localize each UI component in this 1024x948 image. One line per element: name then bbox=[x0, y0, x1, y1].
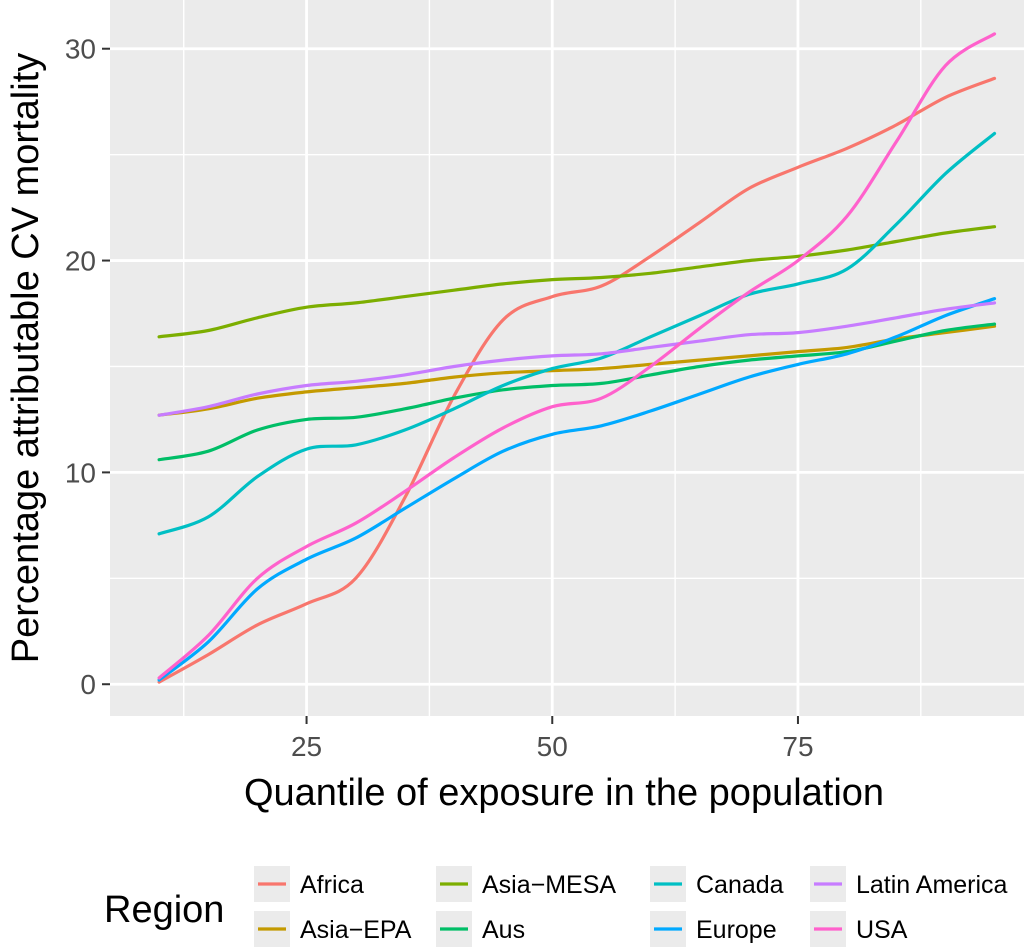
series-line-africa bbox=[157, 76, 997, 684]
legend-label-asia-epa: Asia−EPA bbox=[300, 916, 412, 944]
x-tick-label: 25 bbox=[291, 731, 322, 762]
x-tick-label: 50 bbox=[537, 731, 568, 762]
axis-ticks: 25 50 75 0 10 20 30 bbox=[65, 34, 814, 762]
legend-label-aus: Aus bbox=[482, 916, 525, 944]
y-tick-label: 0 bbox=[80, 669, 96, 700]
x-axis-title: Quantile of exposure in the population bbox=[244, 772, 884, 814]
legend-title: Region bbox=[104, 889, 224, 931]
legend: Region Africa Asia−EPA Asia−MESA Aus Canada E… bbox=[104, 866, 1008, 947]
legend-label-europe: Europe bbox=[696, 916, 777, 944]
legend-label-usa: USA bbox=[856, 916, 908, 944]
series-line-canada bbox=[157, 131, 997, 536]
legend-label-asia-mesa: Asia−MESA bbox=[482, 871, 616, 899]
legend-label-canada: Canada bbox=[696, 871, 784, 899]
series-line-usa bbox=[157, 32, 997, 680]
series-line-aus bbox=[157, 322, 997, 462]
y-axis-title: Percentage attributable CV mortality bbox=[5, 53, 47, 663]
series-line-asia-mesa bbox=[157, 225, 997, 339]
series-line-europe bbox=[157, 297, 997, 682]
legend-label-africa: Africa bbox=[300, 871, 364, 899]
series-lines bbox=[157, 32, 997, 684]
legend-label-latin-america: Latin America bbox=[856, 871, 1008, 899]
series-line-latin-america bbox=[157, 301, 997, 417]
series-line-asia-epa bbox=[157, 324, 997, 417]
y-tick-label: 30 bbox=[65, 34, 96, 65]
y-tick-label: 20 bbox=[65, 246, 96, 277]
plot-panel bbox=[110, 0, 1024, 716]
x-tick-label: 75 bbox=[782, 731, 813, 762]
y-tick-label: 10 bbox=[65, 457, 96, 488]
